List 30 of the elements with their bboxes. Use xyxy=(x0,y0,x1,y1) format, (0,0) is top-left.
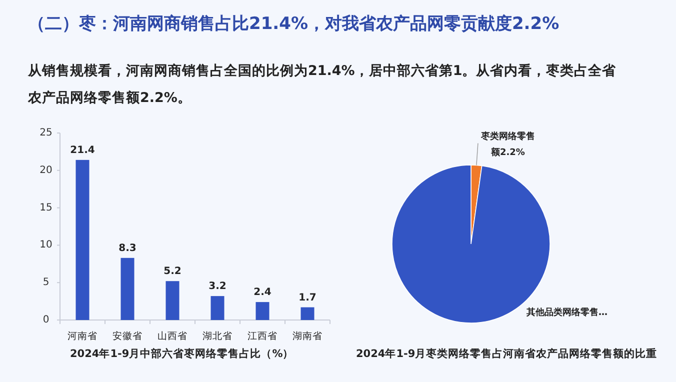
text: 从销售规模看，河南网商销售占全国的比例为21.4%，居中部六省第1。从省内看，枣类占全省农产品网络零售额2.2%。 xyxy=(28,62,618,108)
text: （二）枣：河南网商销售占比21.4%，对我省农产品网零贡献度2.2% xyxy=(28,13,560,35)
y-tick-label: 25 xyxy=(40,128,52,138)
y-tick-label: 0 xyxy=(42,314,50,326)
bar xyxy=(300,307,314,320)
y-tick-label: 20 xyxy=(40,164,52,176)
data-label: 1.7 xyxy=(298,292,316,304)
data-label: 5.2 xyxy=(164,266,182,278)
bar xyxy=(76,160,90,320)
x-tick-label: 安徽省 xyxy=(112,330,142,342)
y-tick-label: 10 xyxy=(40,240,52,251)
x-tick-label: 江西省 xyxy=(248,330,278,342)
bar xyxy=(120,258,134,320)
x-tick-label: 湖北省 xyxy=(202,330,232,342)
data-label: 8.3 xyxy=(118,242,136,254)
bar xyxy=(210,296,224,320)
x-tick-label: 湖南省 xyxy=(292,330,322,342)
y-tick-label: 15 xyxy=(40,202,52,214)
x-tick-label: 河南省 xyxy=(68,330,98,342)
slice-label: 枣类网络零售额2.2% xyxy=(480,131,535,158)
text: 2024年1-9月枣类网络零售占河南省农产品网络零售额的比重 xyxy=(356,347,658,360)
text: 2024年1-9月中部六省枣网络零售占比（%） xyxy=(70,347,294,360)
y-tick-label: 5 xyxy=(42,277,50,288)
data-label: 21.4 xyxy=(70,144,95,156)
slice-label: 其他品类网络零售… xyxy=(525,307,608,318)
x-tick-label: 山西省 xyxy=(158,330,188,342)
bar xyxy=(166,281,180,320)
data-label: 2.4 xyxy=(254,287,272,298)
data-label: 3.2 xyxy=(208,281,226,292)
bar xyxy=(256,302,270,320)
